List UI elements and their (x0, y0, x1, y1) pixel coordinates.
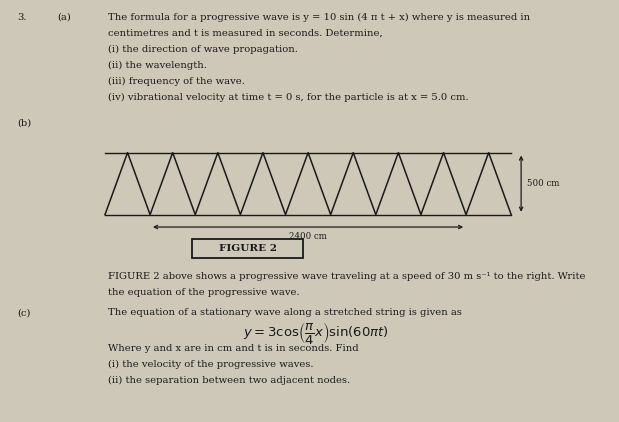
Text: (ii) the separation between two adjacent nodes.: (ii) the separation between two adjacent… (108, 376, 350, 385)
Text: 3.: 3. (17, 13, 27, 22)
Text: (iii) frequency of the wave.: (iii) frequency of the wave. (108, 77, 245, 86)
Text: (i) the velocity of the progressive waves.: (i) the velocity of the progressive wave… (108, 360, 314, 369)
Text: Where y and x are in cm and t is in seconds. Find: Where y and x are in cm and t is in seco… (108, 344, 359, 353)
Text: 2400 cm: 2400 cm (289, 232, 327, 241)
Text: FIGURE 2 above shows a progressive wave traveling at a speed of 30 m s⁻¹ to the : FIGURE 2 above shows a progressive wave … (108, 272, 586, 281)
Text: 500 cm: 500 cm (527, 179, 560, 188)
Text: $y = 3\cos\!\left(\dfrac{\pi}{4}x\right)\sin(60\pi t)$: $y = 3\cos\!\left(\dfrac{\pi}{4}x\right)… (243, 320, 389, 346)
Text: (a): (a) (57, 13, 71, 22)
Text: (ii) the wavelength.: (ii) the wavelength. (108, 61, 207, 70)
Text: (iv) vibrational velocity at time t = 0 s, for the particle is at x = 5.0 cm.: (iv) vibrational velocity at time t = 0 … (108, 93, 469, 102)
Text: centimetres and t is measured in seconds. Determine,: centimetres and t is measured in seconds… (108, 29, 383, 38)
Text: the equation of the progressive wave.: the equation of the progressive wave. (108, 288, 300, 297)
Text: The formula for a progressive wave is y = 10 sin (4 π t + x) where y is measured: The formula for a progressive wave is y … (108, 13, 530, 22)
Text: FIGURE 2: FIGURE 2 (219, 244, 277, 253)
Text: (c): (c) (17, 308, 31, 317)
FancyBboxPatch shape (192, 239, 303, 258)
Text: (b): (b) (17, 118, 32, 127)
Text: (i) the direction of wave propagation.: (i) the direction of wave propagation. (108, 45, 298, 54)
Text: The equation of a stationary wave along a stretched string is given as: The equation of a stationary wave along … (108, 308, 462, 317)
